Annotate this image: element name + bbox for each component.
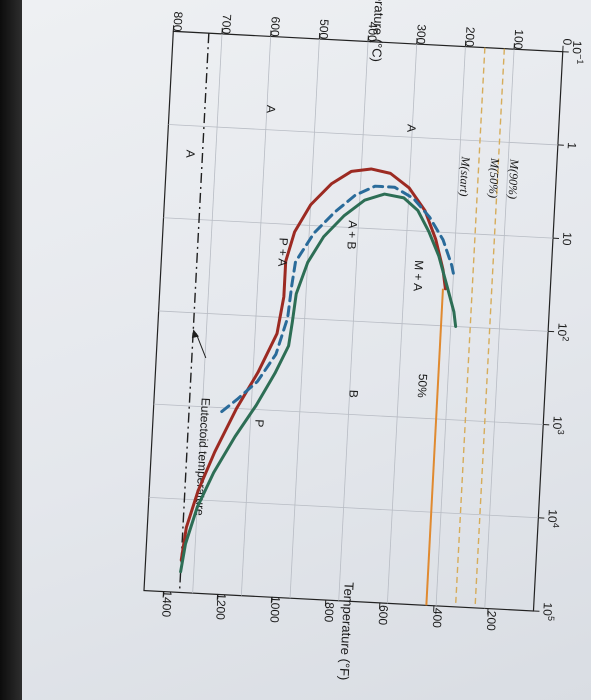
gridline-time [153,403,544,425]
tick-label-time: 102 [555,323,572,342]
gridline-time [148,496,539,519]
region-label: A [404,124,418,133]
tick-label-time: 10−1 [569,40,586,64]
tick-label-f: 800 [322,602,337,623]
series-line [179,167,447,562]
axis-title-celsius: Temperature (°C) [369,0,389,62]
axis-title-fahrenheit: Temperature (°F) [337,582,357,681]
reference-label: M(50%) [486,157,502,199]
tick-label-time: 104 [545,509,562,528]
reference-line [178,33,210,593]
gridline-time [158,310,549,332]
region-label: P + A [275,237,290,267]
reference-label: M(90%) [505,158,521,200]
tick-label-c: 500 [316,19,331,40]
series-line [220,184,456,414]
tick-label-f: 200 [484,610,499,631]
region-label: A + B [344,220,360,250]
region-label: M + A [411,260,427,292]
tick-label-exponent: −1 [575,54,586,65]
tick-label-c: 300 [414,24,429,45]
tick-label-time: 103 [550,416,567,435]
tick-label-c: 600 [268,16,283,37]
tick-label-time: 1 [565,142,579,150]
tick-label-exponent: 2 [561,336,571,342]
region-label: 50% [415,373,430,398]
chart-plot-group: 0 100 200 300 400 500 600 700 800 10−1 1 10 102 103 10… [143,0,586,681]
reference-line [425,288,444,606]
tick-label-exponent: 5 [546,616,556,622]
tick-label-f: 1200 [213,593,228,621]
reference-line [454,47,486,607]
tick-label-f: 1000 [267,596,282,624]
tick-label-c: 200 [462,26,477,47]
tick-label-c: 700 [219,14,234,35]
arrow-head [191,329,199,339]
tick-label-c: 100 [511,29,526,50]
gridline-time [163,217,554,239]
paper-page [22,0,591,700]
region-label: B [346,390,360,399]
tick-label-exponent: 4 [551,523,561,529]
tick-label-exponent: 3 [556,429,566,435]
tick-label-f: 600 [376,605,391,626]
tick-label-c: 0 [560,38,574,46]
gridline-time [168,124,558,146]
tick-label-c: 800 [170,11,185,32]
tick-label-c: 400 [365,21,380,42]
region-label: A [264,105,278,114]
region-label: P [252,419,266,428]
tick-label-time: 105 [540,602,557,621]
region-label: A [183,149,197,158]
reference-line [474,48,506,608]
tick-label-f: 1400 [159,590,174,618]
series-line [179,192,458,574]
tick-label-f: 400 [430,608,445,629]
tick-label-time: 10 [560,232,575,246]
arrow-line [195,333,207,359]
reference-label: M(start) [457,155,473,197]
